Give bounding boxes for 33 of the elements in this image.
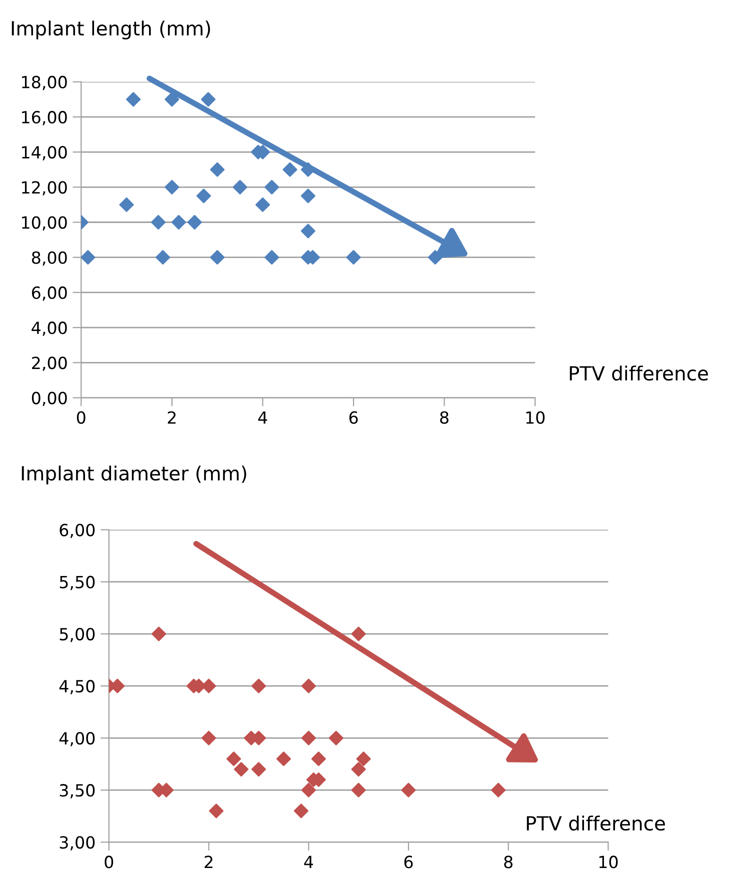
y-tick-label: 4,00 <box>59 732 95 746</box>
y-tick-label: 2,00 <box>32 356 67 371</box>
x-axis-title: PTV difference <box>526 816 665 831</box>
y-tick-label: 6,00 <box>32 286 67 301</box>
y-tick-label: 10,00 <box>22 216 67 231</box>
y-tick-label: 6,00 <box>60 524 95 538</box>
y-tick-label: 5,50 <box>60 576 95 590</box>
y-tick-label: 4,00 <box>32 322 67 336</box>
y-axis-title: Implant length (mm) <box>12 20 210 40</box>
x-tick-label: 2 <box>204 856 212 868</box>
x-tick-label: 6 <box>349 411 358 424</box>
x-tick-label: 4 <box>258 411 268 424</box>
y-tick-label: 16,00 <box>22 110 67 126</box>
y-tick-label: 5,00 <box>60 628 95 642</box>
y-tick-label: 14,00 <box>22 146 67 160</box>
x-tick-label: 10 <box>526 411 545 424</box>
y-tick-label: 3,50 <box>60 784 95 798</box>
y-tick-label: 18,00 <box>22 76 67 90</box>
x-axis-title: PTV difference <box>570 366 708 381</box>
x-tick-label: 2 <box>168 411 176 424</box>
x-tick-label: 8 <box>504 856 512 868</box>
y-tick-label: 3,00 <box>60 836 95 850</box>
y-tick-label: 12,00 <box>22 181 67 196</box>
y-tick-label: 4,50 <box>59 680 95 694</box>
y-tick-label: 8,00 <box>32 251 67 266</box>
x-tick-label: 0 <box>104 856 114 868</box>
y-tick-label: 0,00 <box>32 392 67 406</box>
x-tick-label: 6 <box>404 856 413 868</box>
y-axis-title: Implant diameter (mm) <box>22 466 246 484</box>
x-tick-label: 0 <box>76 411 86 424</box>
x-tick-label: 8 <box>440 411 448 424</box>
x-tick-label: 4 <box>304 856 313 868</box>
x-tick-label: 10 <box>599 856 618 868</box>
